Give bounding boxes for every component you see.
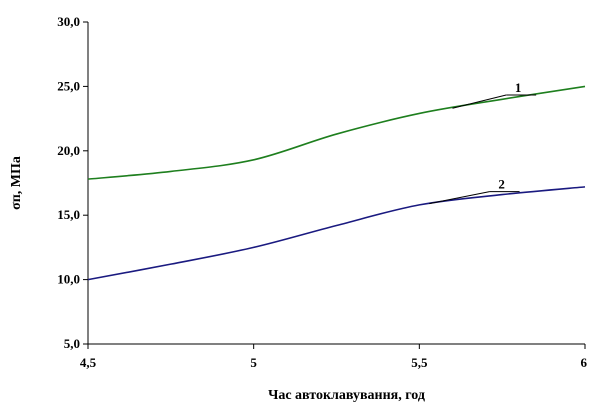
x-tick-label: 6 [581, 355, 588, 370]
x-tick-label: 4,5 [80, 355, 97, 370]
series-layer: 12 [87, 80, 586, 281]
series-label-1: 1 [515, 80, 522, 95]
y-tick-label: 25,0 [57, 78, 80, 93]
x-axis-ticks: 4,5 5 5,5 6 [80, 344, 588, 370]
x-tick-label: 5 [250, 355, 257, 370]
x-tick-label: 5,5 [411, 355, 428, 370]
y-tick-label: 20,0 [57, 143, 80, 158]
series-leader-1 [452, 94, 507, 109]
y-tick-label: 15,0 [57, 207, 80, 222]
y-tick-label: 5,0 [64, 336, 80, 351]
series-label-2: 2 [498, 177, 505, 192]
series-line-2 [87, 186, 586, 281]
y-tick-label: 30,0 [57, 14, 80, 29]
series-leader-2 [429, 191, 490, 205]
series-line-1 [87, 85, 586, 180]
y-tick-label: 10,0 [57, 272, 80, 287]
y-axis-label: σп, МПа [9, 156, 24, 210]
y-axis-ticks: 5,0 10,0 15,0 20,0 25,0 30,0 [57, 14, 88, 351]
x-axis-label: Час автоклавування, год [268, 388, 425, 403]
